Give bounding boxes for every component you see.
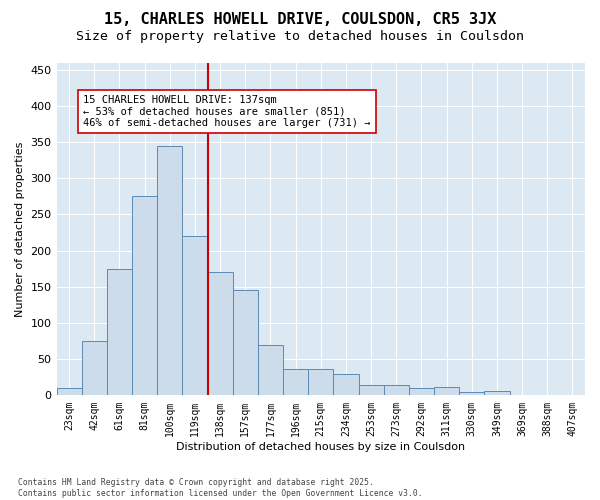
- Bar: [132, 196, 157, 396]
- Bar: [208, 272, 233, 396]
- Bar: [107, 269, 132, 396]
- Bar: [182, 236, 208, 396]
- Bar: [409, 388, 434, 396]
- Bar: [258, 345, 283, 396]
- Bar: [283, 368, 308, 396]
- Bar: [459, 392, 484, 396]
- Bar: [484, 391, 509, 396]
- Bar: [359, 384, 383, 396]
- Bar: [233, 290, 258, 396]
- Bar: [308, 368, 334, 396]
- Bar: [56, 388, 82, 396]
- Bar: [434, 387, 459, 396]
- Text: 15, CHARLES HOWELL DRIVE, COULSDON, CR5 3JX: 15, CHARLES HOWELL DRIVE, COULSDON, CR5 …: [104, 12, 496, 28]
- X-axis label: Distribution of detached houses by size in Coulsdon: Distribution of detached houses by size …: [176, 442, 466, 452]
- Text: Size of property relative to detached houses in Coulsdon: Size of property relative to detached ho…: [76, 30, 524, 43]
- Bar: [334, 374, 359, 396]
- Text: Contains HM Land Registry data © Crown copyright and database right 2025.
Contai: Contains HM Land Registry data © Crown c…: [18, 478, 422, 498]
- Text: 15 CHARLES HOWELL DRIVE: 137sqm
← 53% of detached houses are smaller (851)
46% o: 15 CHARLES HOWELL DRIVE: 137sqm ← 53% of…: [83, 95, 370, 128]
- Y-axis label: Number of detached properties: Number of detached properties: [15, 142, 25, 316]
- Bar: [82, 341, 107, 396]
- Bar: [383, 384, 409, 396]
- Bar: [157, 146, 182, 396]
